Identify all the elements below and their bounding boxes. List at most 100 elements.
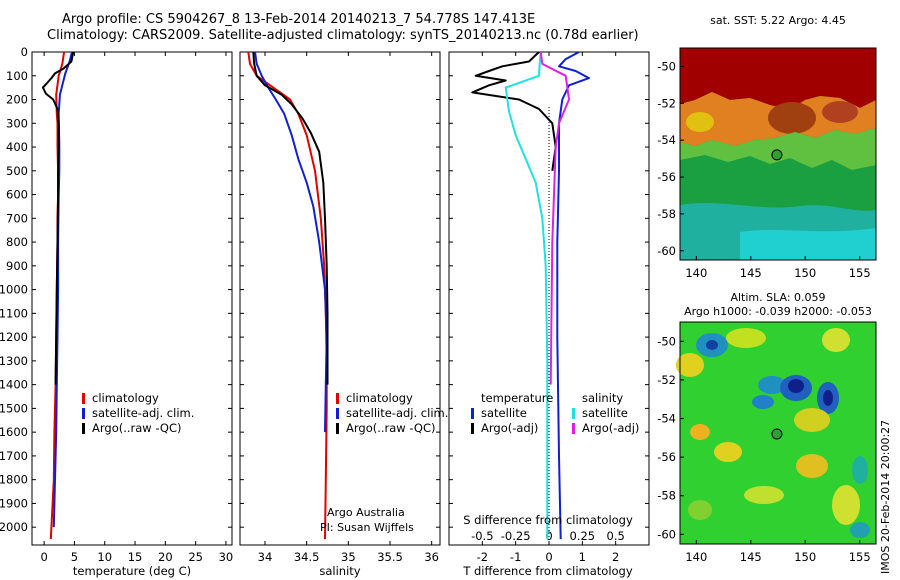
y-tick-label: 1600 xyxy=(0,425,28,439)
y-tick-label: 1100 xyxy=(0,306,28,320)
s-tick-label: 0.5 xyxy=(607,529,625,543)
legend-label: Argo(-adj) xyxy=(481,421,539,435)
map-y-tick-label: -56 xyxy=(657,170,676,184)
y-tick-label: 200 xyxy=(6,93,28,107)
y-tick-label: 400 xyxy=(6,140,28,154)
x-tick-label: 20 xyxy=(158,550,173,564)
legend-swatch xyxy=(471,408,474,419)
legend-swatch xyxy=(82,408,85,419)
argo-position-marker xyxy=(771,428,783,440)
map-x-tick-label: 155 xyxy=(849,266,871,280)
map-y-tick-label: -52 xyxy=(657,96,676,110)
map-y-tick-label: -54 xyxy=(657,412,676,426)
x-tick-label: 0 xyxy=(545,550,552,564)
temperature-legend: climatology satellite-adj. clim. Argo(..… xyxy=(82,391,194,436)
legend-item-argo: Argo(..raw -QC) xyxy=(336,421,448,436)
legend-label: climatology xyxy=(92,391,159,405)
legend-item-sat-salinity: satellite xyxy=(572,406,639,421)
map-x-tick-label: 140 xyxy=(685,550,707,564)
salinity-axis-label: salinity xyxy=(319,564,360,578)
y-tick-label: 100 xyxy=(6,69,28,83)
legend-item-argo-salinity: Argo(-adj) xyxy=(572,421,639,436)
legend-swatch xyxy=(336,423,339,434)
plot-frame xyxy=(239,51,441,546)
map-y-tick-label: -58 xyxy=(657,207,676,221)
legend-item-argo: Argo(-adj) xyxy=(471,421,553,436)
y-tick-label: 700 xyxy=(6,211,28,225)
series-group xyxy=(471,52,590,540)
sst-map-title: sat. SST: 5.22 Argo: 4.45 xyxy=(710,14,846,27)
legend-swatch xyxy=(336,408,339,419)
series-line xyxy=(41,52,75,385)
temperature-panel: 0100200300400500600700800900100011001200… xyxy=(0,45,233,564)
difference-legend-salinity: salinity satellite Argo(-adj) xyxy=(572,391,639,436)
legend-swatch xyxy=(82,393,85,404)
argo-position-marker xyxy=(771,149,783,161)
series-line xyxy=(556,52,590,540)
x-tick-label: 30 xyxy=(219,550,234,564)
map-x-tick-label: 155 xyxy=(849,550,871,564)
salinity-panel: 34 34.5 35 35.5 36 xyxy=(239,51,441,564)
difference-legend-temperature: temperature satellite Argo(-adj) xyxy=(471,391,553,436)
x-tick-label: 35.5 xyxy=(377,550,403,564)
s-tick-label: -0.5 xyxy=(471,529,493,543)
map-y-tick-label: -60 xyxy=(657,244,676,258)
header-line-1: Argo profile: CS 5904267_8 13-Feb-2014 2… xyxy=(62,12,536,27)
series-line xyxy=(471,52,557,171)
x-tick-label: 25 xyxy=(188,550,203,564)
sla-map-title-1: Altim. SLA: 0.059 xyxy=(730,291,825,304)
sst-map-axes: 140 145 150 155 -50 -52 -54 -56 -58 -60 xyxy=(657,59,870,280)
map-y-tick-label: -58 xyxy=(657,489,676,503)
legend-label: satellite xyxy=(481,406,527,420)
y-tick-label: 1800 xyxy=(0,473,28,487)
y-tick-label: 1500 xyxy=(0,401,28,415)
y-tick-label: 0 xyxy=(21,45,28,59)
x-tick-label: 35 xyxy=(341,550,356,564)
x-tick-label: -2 xyxy=(477,550,488,564)
x-tick-label: 34 xyxy=(258,550,273,564)
y-tick-label: 900 xyxy=(6,259,28,273)
map-x-tick-label: 140 xyxy=(685,266,707,280)
t-difference-axis-label: T difference from climatology xyxy=(462,564,633,578)
map-x-tick-label: 150 xyxy=(794,550,816,564)
legend-label: climatology xyxy=(346,391,413,405)
legend-swatch xyxy=(471,423,474,434)
y-tick-label: 1200 xyxy=(0,330,28,344)
legend-swatch xyxy=(82,423,85,434)
x-tick-label: 0 xyxy=(40,550,47,564)
legend-item-argo: Argo(..raw -QC) xyxy=(82,421,194,436)
x-tick-label: 10 xyxy=(97,550,112,564)
legend-swatch xyxy=(572,408,575,419)
legend-item-climatology: climatology xyxy=(336,391,448,406)
s-tick-label: -0.25 xyxy=(501,529,531,543)
map-x-tick-label: 145 xyxy=(740,266,762,280)
y-tick-label: 800 xyxy=(6,235,28,249)
legend-item-climatology: climatology xyxy=(82,391,194,406)
y-tick-label: 600 xyxy=(6,188,28,202)
s-tick-label: 0.25 xyxy=(570,529,596,543)
y-tick-label: 300 xyxy=(6,116,28,130)
plot-frame xyxy=(31,51,233,546)
series-group xyxy=(41,52,75,540)
y-tick-label: 1700 xyxy=(0,449,28,463)
legend-item-satellite: satellite xyxy=(471,406,553,421)
map-x-tick-label: 145 xyxy=(740,550,762,564)
legend-swatch xyxy=(572,423,575,434)
header-line-2: Climatology: CARS2009. Satellite-adjuste… xyxy=(47,28,639,43)
y-tick-label: 1900 xyxy=(0,496,28,510)
series-line xyxy=(252,52,329,385)
legend-swatch xyxy=(336,393,339,404)
map-x-tick-label: 150 xyxy=(794,266,816,280)
map-y-tick-label: -50 xyxy=(657,59,676,73)
series-line xyxy=(254,52,328,433)
legend-label: Argo(..raw -QC) xyxy=(92,421,182,435)
legend-item-satellite: satellite-adj. clim. xyxy=(336,406,448,421)
x-tick-label: -1 xyxy=(510,550,521,564)
y-tick-label: 2000 xyxy=(0,520,28,534)
legend-label: Argo(..raw -QC) xyxy=(346,421,436,435)
footer-timestamp: IMOS 20-Feb-2014 20:00:27 xyxy=(879,420,892,574)
legend-label: satellite xyxy=(582,406,628,420)
x-tick-label: 36 xyxy=(424,550,439,564)
